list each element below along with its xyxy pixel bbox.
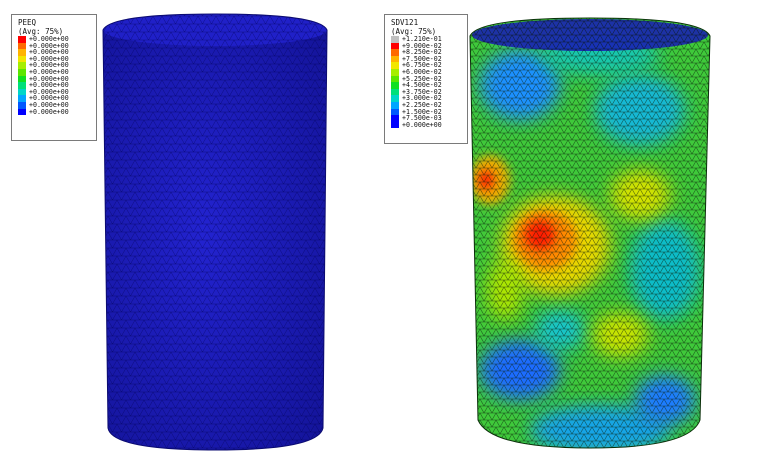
legend-value: +1.500e-02 (402, 107, 442, 116)
legend-rows: +1.210e-01 +9.000e-02 +8.250e-02 +7.500e-02… (391, 36, 462, 129)
legend-value: +0.000e+00 (29, 94, 69, 103)
legend-value: +3.750e-02 (402, 87, 442, 96)
legend-entry: +6.000e-02 (391, 69, 462, 76)
legend-subtitle: (Avg: 75%) (391, 27, 437, 36)
legend-entry: +0.000e+00 (18, 56, 91, 63)
legend-entry: +7.500e-02 (391, 56, 462, 63)
legend-value: +4.500e-02 (402, 81, 442, 90)
legend-value: +0.000e+00 (29, 87, 69, 96)
legend-entry: +7.500e-03 (391, 115, 462, 122)
peeq-cylinder (102, 13, 328, 451)
legend-entry: +1.210e-01 (391, 36, 462, 43)
legend-entry: +0.000e+00 (18, 74, 91, 83)
legend-swatch (391, 101, 399, 109)
legend-entry: +9.000e-02 (391, 41, 462, 50)
legend-swatch (18, 68, 26, 76)
legend-swatch (391, 68, 399, 76)
legend-entry: +0.000e+00 (18, 89, 91, 96)
legend-value: +7.500e-03 (402, 114, 442, 123)
legend-value: +0.000e+00 (29, 67, 69, 76)
legend-subtitle: (Avg: 75%) (18, 27, 64, 36)
peeq-legend: PEEQ (Avg: 75%) +0.000e+00 +0.000e+00 +0.0… (11, 14, 97, 141)
legend-title: SDV121 (391, 18, 419, 27)
legend-entry: +8.250e-02 (391, 49, 462, 56)
legend-swatch (18, 36, 26, 43)
sdv121-cylinder (469, 17, 711, 449)
legend-value: +1.210e-01 (402, 35, 442, 43)
legend-value: +0.000e+00 (29, 54, 69, 63)
legend-value: +3.000e-02 (402, 94, 442, 103)
legend-swatch (391, 55, 399, 63)
legend-swatch (391, 36, 399, 43)
legend-swatch (391, 62, 399, 69)
legend-swatch (18, 55, 26, 63)
legend-value: +0.000e+00 (29, 74, 69, 83)
legend-swatch (391, 49, 399, 56)
legend-entry: +3.000e-02 (391, 95, 462, 102)
legend-rows: +0.000e+00 +0.000e+00 +0.000e+00 +0.000e+00… (18, 36, 91, 116)
legend-entry: +0.000e+00 (18, 102, 91, 109)
legend-entry: +0.000e+00 (391, 122, 462, 129)
legend-entry: +0.000e+00 (18, 41, 91, 50)
legend-swatch (391, 95, 399, 102)
legend-value: +5.250e-02 (402, 74, 442, 83)
legend-entry: +6.750e-02 (391, 62, 462, 69)
legend-swatch (391, 75, 399, 83)
legend-entry: +1.500e-02 (391, 107, 462, 116)
legend-entry: +0.000e+00 (18, 82, 91, 89)
legend-swatch (391, 88, 399, 96)
legend-swatch (391, 108, 399, 116)
legend-swatch (18, 101, 26, 109)
legend-value: +0.000e+00 (29, 61, 69, 70)
legend-swatch (18, 88, 26, 96)
legend-entry: +4.500e-02 (391, 82, 462, 89)
legend-value: +6.000e-02 (402, 67, 442, 76)
legend-swatch (391, 115, 399, 122)
legend-value: +0.000e+00 (29, 100, 69, 109)
legend-entry: +5.250e-02 (391, 74, 462, 83)
legend-swatch (18, 62, 26, 69)
legend-entry: +0.000e+00 (18, 36, 91, 43)
legend-swatch (18, 42, 26, 50)
legend-swatch (391, 121, 399, 129)
legend-entry: +0.000e+00 (18, 69, 91, 76)
legend-value: +6.750e-02 (402, 61, 442, 70)
legend-swatch (18, 75, 26, 83)
legend-swatch (18, 95, 26, 102)
legend-entry: +0.000e+00 (18, 62, 91, 69)
legend-swatch (18, 108, 26, 116)
legend-value: +0.000e+00 (29, 35, 69, 43)
legend-value: +0.000e+00 (29, 48, 69, 57)
legend-title: PEEQ (18, 18, 37, 27)
legend-value: +0.000e+00 (29, 41, 69, 50)
legend-value: +0.000e+00 (29, 107, 69, 116)
sdv121-legend: SDV121 (Avg: 75%) +1.210e-01 +9.000e-02 +8… (384, 14, 468, 144)
legend-value: +9.000e-02 (402, 41, 442, 50)
legend-value: +8.250e-02 (402, 48, 442, 57)
legend-value: +0.000e+00 (29, 81, 69, 90)
legend-swatch (18, 49, 26, 56)
legend-swatch (391, 42, 399, 50)
legend-entry: +0.000e+00 (18, 49, 91, 56)
legend-entry: +0.000e+00 (18, 95, 91, 102)
legend-value: +0.000e+00 (402, 120, 442, 129)
legend-swatch (18, 82, 26, 89)
legend-value: +2.250e-02 (402, 100, 442, 109)
legend-entry: +0.000e+00 (18, 107, 91, 116)
legend-entry: +3.750e-02 (391, 89, 462, 96)
legend-swatch (391, 82, 399, 89)
legend-value: +7.500e-02 (402, 54, 442, 63)
legend-entry: +2.250e-02 (391, 102, 462, 109)
